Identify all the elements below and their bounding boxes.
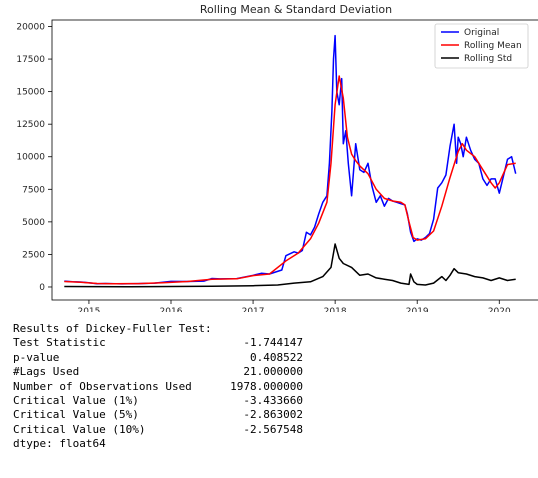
x-axis: 2015 2016 2017 2018 2019 2020 (77, 300, 511, 312)
y-tick-label: 15000 (16, 88, 45, 98)
legend-label-original: Original (464, 28, 499, 38)
y-tick-label: 5000 (22, 218, 45, 228)
result-value: -1.744147 (243, 336, 303, 350)
x-tick-label: 2020 (488, 307, 511, 312)
result-label: Critical Value (1%) (13, 393, 139, 407)
result-label: Test Statistic (13, 336, 106, 350)
result-label: Critical Value (10%) (13, 422, 146, 436)
result-label: #Lags Used (13, 365, 80, 379)
result-value: -2.567548 (243, 422, 303, 436)
y-axis: 0 2500 5000 7500 10000 12500 15000 17500 20000 (16, 23, 52, 293)
series-line-rolling-mean (64, 75, 516, 285)
legend: Original Rolling Mean Rolling Std (434, 23, 529, 69)
result-row-critical-5: Critical Value (5%) -2.863002 (13, 408, 303, 422)
rolling-stats-chart: Rolling Mean & Standard Deviation 0 2500 5… (16, 3, 538, 312)
result-row-lags-used: #Lags Used 21.000000 (13, 365, 303, 379)
dickey-fuller-results: Results of Dickey-Fuller Test: Test Stat… (13, 322, 303, 452)
result-row-observations: Number of Observations Used 1978.000000 (13, 380, 303, 394)
x-tick-label: 2019 (406, 307, 429, 312)
x-tick-label: 2015 (77, 307, 100, 312)
y-tick-label: 20000 (16, 23, 45, 33)
series-line-rolling-std (64, 243, 516, 288)
result-label: Critical Value (5%) (13, 408, 139, 422)
result-label: p-value (13, 350, 60, 364)
results-dtype: dtype: float64 (13, 437, 106, 451)
y-tick-label: 10000 (16, 153, 45, 163)
x-tick-label: 2018 (324, 307, 347, 312)
result-row-test-statistic: Test Statistic -1.744147 (13, 336, 303, 350)
result-value: 21.000000 (243, 365, 303, 379)
legend-label-rolling-mean: Rolling Mean (464, 41, 522, 51)
chart-title: Rolling Mean & Standard Deviation (200, 3, 392, 16)
result-row-critical-10: Critical Value (10%) -2.567548 (13, 423, 303, 437)
result-value: -3.433660 (243, 393, 303, 407)
y-tick-label: 2500 (22, 250, 45, 260)
y-tick-label: 17500 (16, 55, 45, 65)
y-tick-label: 0 (39, 283, 45, 293)
result-value: 0.408522 (250, 350, 303, 364)
result-row-p-value: p-value 0.408522 (13, 351, 303, 365)
y-tick-label: 12500 (16, 120, 45, 130)
result-value: 1978.000000 (230, 379, 303, 393)
x-tick-label: 2017 (242, 307, 265, 312)
legend-label-rolling-std: Rolling Std (464, 54, 512, 64)
x-tick-label: 2016 (160, 307, 183, 312)
result-value: -2.863002 (243, 408, 303, 422)
y-tick-label: 7500 (22, 185, 45, 195)
legend-box (434, 23, 529, 69)
results-heading: Results of Dickey-Fuller Test: (13, 322, 212, 335)
result-row-critical-1: Critical Value (1%) -3.433660 (13, 394, 303, 408)
result-label: Number of Observations Used (13, 379, 192, 393)
series-layer (64, 34, 517, 288)
